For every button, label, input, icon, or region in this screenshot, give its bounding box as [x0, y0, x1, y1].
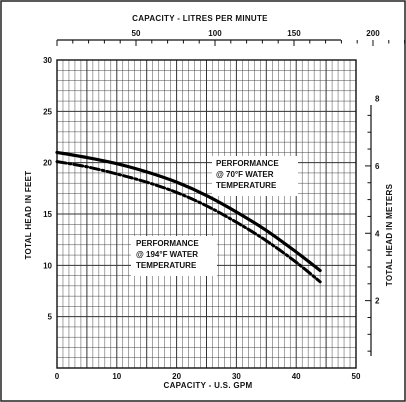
left-axis-title: TOTAL HEAD IN FEET: [24, 171, 33, 260]
hot-water-annotation: PERFORMANCE @ 194°F WATER TEMPERATURE: [131, 236, 217, 276]
y-tick-label: 30: [43, 56, 52, 65]
right-tick-label: 6: [375, 162, 380, 171]
cold-water-annotation-line: PERFORMANCE: [216, 159, 279, 168]
top-tick-label: 50: [132, 29, 141, 38]
grid-layer: [57, 60, 356, 368]
top-axis-title: CAPACITY - LITRES PER MINUTE: [132, 14, 268, 23]
x-tick-label: 40: [292, 372, 301, 381]
hot-water-annotation-line: @ 194°F WATER: [136, 250, 198, 259]
x-tick-label: 20: [172, 372, 181, 381]
y-tick-label: 20: [43, 159, 52, 168]
right-tick-label: 2: [375, 297, 380, 306]
x-tick-label: 50: [352, 372, 361, 381]
cold-water-annotation-line: @ 70°F WATER: [216, 170, 274, 179]
series-line-194f: [55, 160, 322, 284]
right-tick-label: 8: [375, 95, 380, 104]
series-layer: [55, 150, 322, 284]
cold-water-annotation: PERFORMANCE @ 70°F WATER TEMPERATURE: [212, 156, 298, 196]
top-tick-label: 150: [287, 29, 301, 38]
top-tick-label: 200: [366, 29, 380, 38]
axes-layer: 0 10 20 30 40 50 5 10 15 20 25 30 50 100 150 200 2 4 6 8: [43, 29, 406, 381]
y-tick-label: 10: [43, 261, 52, 270]
y-tick-label: 25: [43, 107, 52, 116]
right-tick-label: 4: [375, 229, 380, 238]
cold-water-annotation-line: TEMPERATURE: [216, 181, 277, 190]
x-tick-label: 10: [112, 372, 121, 381]
y-tick-label: 5: [48, 313, 53, 322]
right-axis-title: TOTAL HEAD IN METERS: [385, 183, 394, 286]
x-tick-label: 30: [232, 372, 241, 381]
y-tick-label: 15: [43, 210, 52, 219]
top-tick-label: 100: [208, 29, 222, 38]
hot-water-annotation-line: PERFORMANCE: [136, 239, 199, 248]
series-line-70f: [55, 150, 322, 273]
hot-water-annotation-line: TEMPERATURE: [136, 261, 197, 270]
plot-frame: [56, 59, 357, 369]
x-tick-label: 0: [55, 372, 60, 381]
bottom-axis-title: CAPACITY - U.S. GPM: [164, 381, 253, 390]
